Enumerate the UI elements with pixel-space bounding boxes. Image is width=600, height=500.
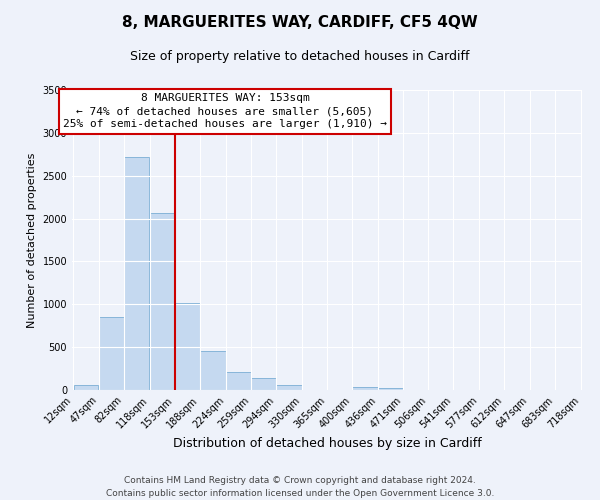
Y-axis label: Number of detached properties: Number of detached properties — [27, 152, 37, 328]
Text: 8, MARGUERITES WAY, CARDIFF, CF5 4QW: 8, MARGUERITES WAY, CARDIFF, CF5 4QW — [122, 15, 478, 30]
Bar — [175, 302, 200, 390]
Text: 8 MARGUERITES WAY: 153sqm
← 74% of detached houses are smaller (5,605)
25% of se: 8 MARGUERITES WAY: 153sqm ← 74% of detac… — [63, 93, 387, 130]
X-axis label: Distribution of detached houses by size in Cardiff: Distribution of detached houses by size … — [173, 437, 481, 450]
Bar — [149, 212, 175, 390]
Bar — [98, 316, 124, 390]
Bar — [200, 351, 226, 390]
Bar — [124, 157, 149, 390]
Bar — [378, 388, 403, 390]
Text: Contains public sector information licensed under the Open Government Licence 3.: Contains public sector information licen… — [106, 488, 494, 498]
Bar — [352, 388, 378, 390]
Text: Contains HM Land Registry data © Crown copyright and database right 2024.: Contains HM Land Registry data © Crown c… — [124, 476, 476, 485]
Bar — [74, 386, 98, 390]
Bar — [226, 372, 251, 390]
Text: Size of property relative to detached houses in Cardiff: Size of property relative to detached ho… — [130, 50, 470, 63]
Bar — [251, 378, 276, 390]
Bar — [276, 386, 302, 390]
